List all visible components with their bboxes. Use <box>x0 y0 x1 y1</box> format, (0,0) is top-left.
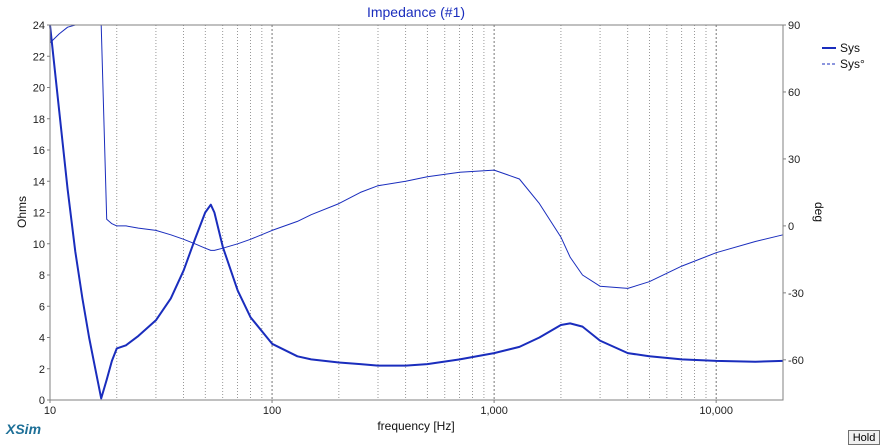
y-tick-label: 10 <box>33 239 45 251</box>
y-axis-label: Ohms <box>15 196 29 228</box>
y-tick-label: 18 <box>33 114 45 126</box>
y2-tick-label: 60 <box>788 87 800 99</box>
y2-tick-label: 90 <box>788 20 800 32</box>
x-tick-label: 10,000 <box>699 405 733 417</box>
plot-frame <box>49 24 784 401</box>
x-axis-ticks: 10 100 1,000 10,000 <box>44 400 733 417</box>
y-tick-label: 12 <box>33 208 45 220</box>
y2-axis-ticks: 90 60 30 0 -30 -60 <box>783 20 804 367</box>
hold-button[interactable]: Hold <box>848 430 880 445</box>
x-tick-label: 100 <box>263 405 281 417</box>
y-tick-label: 22 <box>33 51 45 63</box>
x-tick-label: 1,000 <box>480 405 508 417</box>
y2-tick-label: 30 <box>788 154 800 166</box>
y-tick-label: 20 <box>33 83 45 95</box>
legend-label-sys: Sys <box>840 41 860 55</box>
y-tick-label: 8 <box>39 270 45 282</box>
y-tick-label: 0 <box>39 395 45 407</box>
y-tick-label: 16 <box>33 145 45 157</box>
x-tick-label: 10 <box>44 405 56 417</box>
legend-label-sys-phase: Sys° <box>840 57 865 71</box>
x-axis-label: frequency [Hz] <box>377 419 454 433</box>
series-line-sys <box>49 24 784 400</box>
y-tick-label: 6 <box>39 301 45 313</box>
series-layer <box>49 24 784 400</box>
y2-axis-label: deg <box>812 202 826 222</box>
series-line-sys-phase <box>49 24 784 289</box>
chart-title: Impedance (#1) <box>367 4 465 20</box>
y2-tick-label: 0 <box>788 221 794 233</box>
y2-tick-label: -30 <box>788 288 804 300</box>
y-tick-label: 24 <box>33 20 45 32</box>
legend: Sys Sys° <box>822 41 865 71</box>
grid <box>116 25 717 400</box>
y2-tick-label: -60 <box>788 355 804 367</box>
y-tick-label: 2 <box>39 364 45 376</box>
xsim-logo: XSim <box>6 421 42 437</box>
y-tick-label: 4 <box>39 333 45 345</box>
y-tick-label: 14 <box>33 176 45 188</box>
